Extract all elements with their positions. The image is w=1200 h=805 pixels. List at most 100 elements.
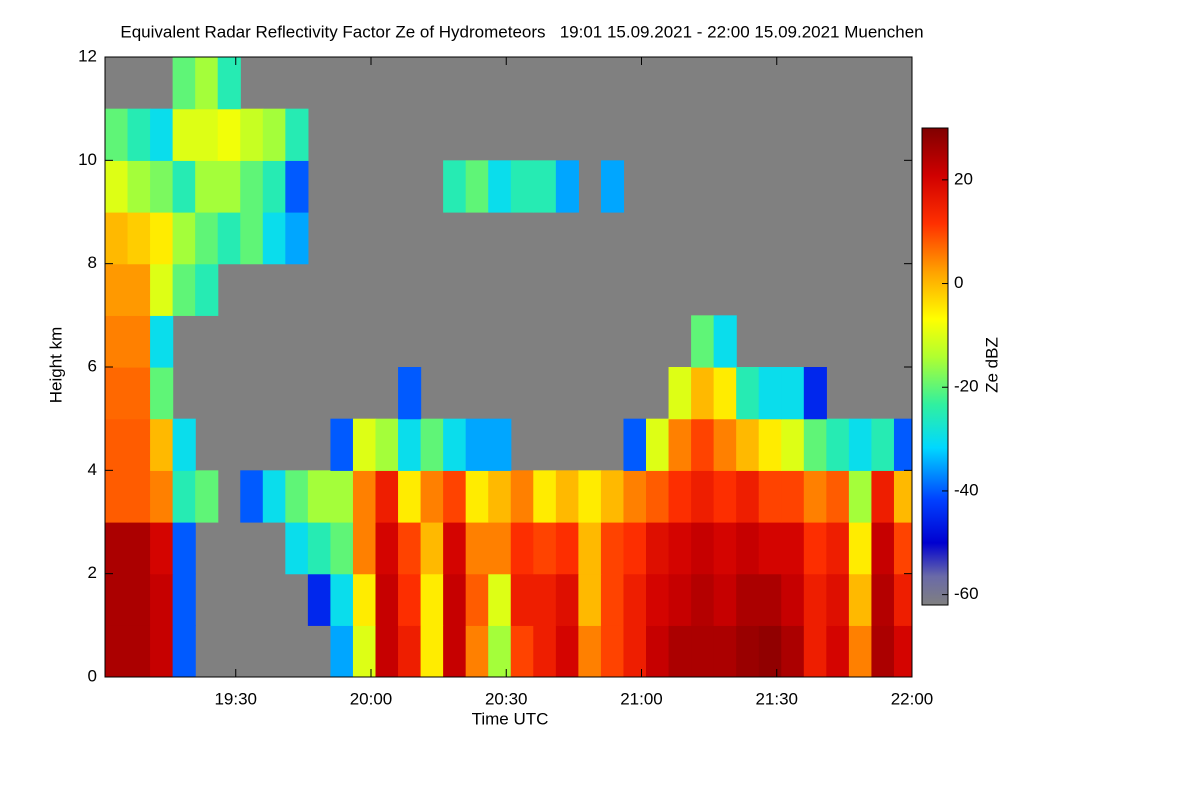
heatmap-cell — [105, 315, 129, 368]
heatmap-cell — [352, 625, 377, 677]
heatmap-cell — [533, 522, 557, 575]
heatmap-cell — [217, 160, 241, 213]
heatmap-cell — [127, 573, 151, 626]
heatmap-cell — [262, 470, 286, 523]
x-tick-label: 20:30 — [485, 689, 528, 708]
heatmap-cell — [443, 625, 467, 677]
heatmap-cell — [105, 418, 129, 471]
heatmap-cell — [375, 418, 399, 471]
heatmap-cell — [691, 418, 715, 471]
y-tick-label: 2 — [88, 563, 97, 582]
heatmap-cell — [758, 573, 782, 626]
heatmap-cell — [127, 212, 151, 265]
heatmap-cell — [736, 418, 760, 471]
heatmap-cell — [600, 625, 625, 677]
heatmap-cell — [262, 212, 286, 265]
heatmap-cell — [555, 470, 579, 523]
heatmap-cell — [420, 625, 444, 677]
heatmap-cell — [127, 367, 151, 420]
heatmap-cell — [826, 625, 850, 677]
heatmap-cell — [488, 522, 512, 575]
colorbar-tick-label: 0 — [954, 273, 963, 292]
heatmap-cell — [691, 367, 715, 420]
heatmap-cell — [758, 367, 782, 420]
heatmap-cell — [826, 470, 850, 523]
heatmap-cell — [172, 573, 196, 626]
heatmap-cell — [803, 573, 827, 626]
heatmap-cell — [352, 418, 377, 471]
heatmap-cell — [105, 573, 129, 626]
heatmap-cell — [713, 418, 737, 471]
heatmap-cell — [127, 108, 151, 161]
heatmap-cell — [172, 57, 196, 110]
x-tick-label: 21:00 — [620, 689, 663, 708]
y-tick-label: 12 — [78, 46, 97, 65]
colorbar — [921, 127, 949, 606]
heatmap-cell — [420, 418, 444, 471]
heatmap-cell — [646, 470, 670, 523]
heatmap-cell — [533, 160, 557, 213]
heatmap-cell — [510, 522, 534, 575]
heatmap-cell — [646, 522, 670, 575]
heatmap-cell — [330, 418, 354, 471]
heatmap-cell — [578, 470, 602, 523]
heatmap-cell — [240, 108, 264, 161]
heatmap-cell — [510, 470, 534, 523]
heatmap-cell — [285, 470, 309, 523]
heatmap-cell — [352, 522, 377, 575]
heatmap-cell — [262, 160, 286, 213]
heatmap-cell — [352, 470, 377, 523]
heatmap-cell — [668, 367, 692, 420]
heatmap-cell — [127, 263, 151, 316]
x-tick-label: 20:00 — [350, 689, 393, 708]
heatmap-cell — [578, 625, 602, 677]
heatmap-cell — [488, 418, 512, 471]
heatmap-cell — [848, 470, 873, 523]
heatmap-cell — [172, 522, 196, 575]
heatmap-cell — [465, 418, 489, 471]
heatmap-cell — [420, 470, 444, 523]
heatmap-cell — [600, 160, 625, 213]
heatmap-cell — [871, 418, 895, 471]
heatmap-cell — [691, 573, 715, 626]
heatmap-cell — [172, 625, 196, 677]
y-tick-label: 8 — [88, 253, 97, 272]
heatmap-cell — [736, 367, 760, 420]
heatmap-cell — [105, 160, 129, 213]
heatmap-cell — [262, 108, 286, 161]
heatmap-cell — [195, 212, 219, 265]
y-tick-label: 6 — [88, 356, 97, 375]
heatmap-cell — [285, 522, 309, 575]
heatmap-cell — [150, 625, 174, 677]
heatmap-cell — [105, 367, 129, 420]
heatmap-cell — [285, 160, 309, 213]
heatmap-cell — [736, 573, 760, 626]
heatmap-cell — [127, 625, 151, 677]
heatmap-cell — [443, 470, 467, 523]
heatmap-cell — [758, 625, 782, 677]
heatmap-cell — [488, 160, 512, 213]
heatmap-cell — [893, 522, 912, 575]
heatmap-cell — [195, 57, 219, 110]
heatmap-cell — [105, 522, 129, 575]
y-tick-label: 4 — [88, 460, 97, 479]
heatmap-cell — [443, 573, 467, 626]
heatmap-cell — [398, 418, 422, 471]
heatmap-cell — [307, 470, 332, 523]
heatmap-cell — [465, 470, 489, 523]
heatmap-cell — [781, 367, 805, 420]
heatmap-cell — [600, 573, 625, 626]
heatmap-cell — [623, 470, 647, 523]
heatmap-cell — [803, 625, 827, 677]
heatmap-cell — [150, 263, 174, 316]
heatmap-cell — [555, 160, 579, 213]
heatmap-cell — [172, 108, 196, 161]
heatmap-cell — [420, 522, 444, 575]
heatmap-cell — [646, 418, 670, 471]
heatmap-cell — [848, 522, 873, 575]
heatmap-cell — [510, 625, 534, 677]
heatmap-cell — [713, 625, 737, 677]
heatmap-cell — [285, 108, 309, 161]
heatmap-cell — [848, 418, 873, 471]
